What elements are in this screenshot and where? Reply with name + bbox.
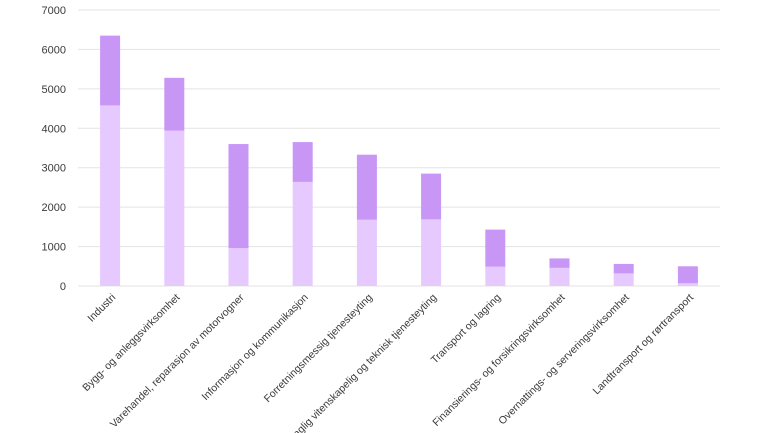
y-axis-ticks: 0 1000 2000 3000 4000 5000 6000 7000: [42, 5, 66, 293]
y-tick-label: 6000: [42, 44, 66, 56]
x-category-label: Industri: [85, 292, 118, 325]
bar-segment-upper: [549, 258, 570, 268]
gridlines: [78, 9, 720, 287]
x-category-label: Transport og lagring: [429, 292, 504, 367]
y-tick-label: 3000: [42, 163, 66, 175]
bar-segment-lower: [421, 219, 442, 286]
bar-segment-lower: [228, 248, 249, 286]
bar-segment-lower: [292, 181, 313, 286]
bar-segment-lower: [100, 105, 121, 286]
bar-segment-upper: [100, 35, 121, 106]
bar-segment-upper: [485, 229, 506, 267]
bar-segment-upper: [356, 154, 377, 220]
bar-segment-upper: [228, 144, 249, 249]
bar-segment-upper: [613, 263, 634, 274]
x-category-label: Varehandel, reparasjon av motorvogner: [108, 291, 247, 430]
bar-segment-lower: [613, 273, 634, 286]
y-tick-label: 0: [60, 281, 66, 293]
bar-segment-lower: [677, 283, 698, 286]
bar-segment-upper: [421, 173, 442, 220]
x-category-label: Finansierings- og forsikringsvirksomhet: [430, 292, 567, 429]
y-tick-label: 5000: [42, 84, 66, 96]
y-tick-label: 2000: [42, 202, 66, 214]
bar-segment-lower: [549, 267, 570, 286]
bar-segment-upper: [164, 77, 185, 131]
bar-segment-lower: [485, 266, 506, 286]
y-tick-label: 1000: [42, 242, 66, 254]
x-category-label: Informasjon og kommunikasjon: [200, 292, 311, 403]
x-category-label: Overnattings- og serveringsvirksomhet: [496, 292, 632, 428]
bar-segment-lower: [356, 219, 377, 286]
x-category-label: Forretningsmessig tjenesteyting: [262, 292, 375, 405]
bar-segment-lower: [164, 130, 185, 286]
y-tick-label: 7000: [42, 5, 66, 17]
y-tick-label: 4000: [42, 123, 66, 135]
bars: [100, 35, 698, 286]
bar-segment-upper: [292, 142, 313, 182]
bar-segment-upper: [677, 266, 698, 284]
